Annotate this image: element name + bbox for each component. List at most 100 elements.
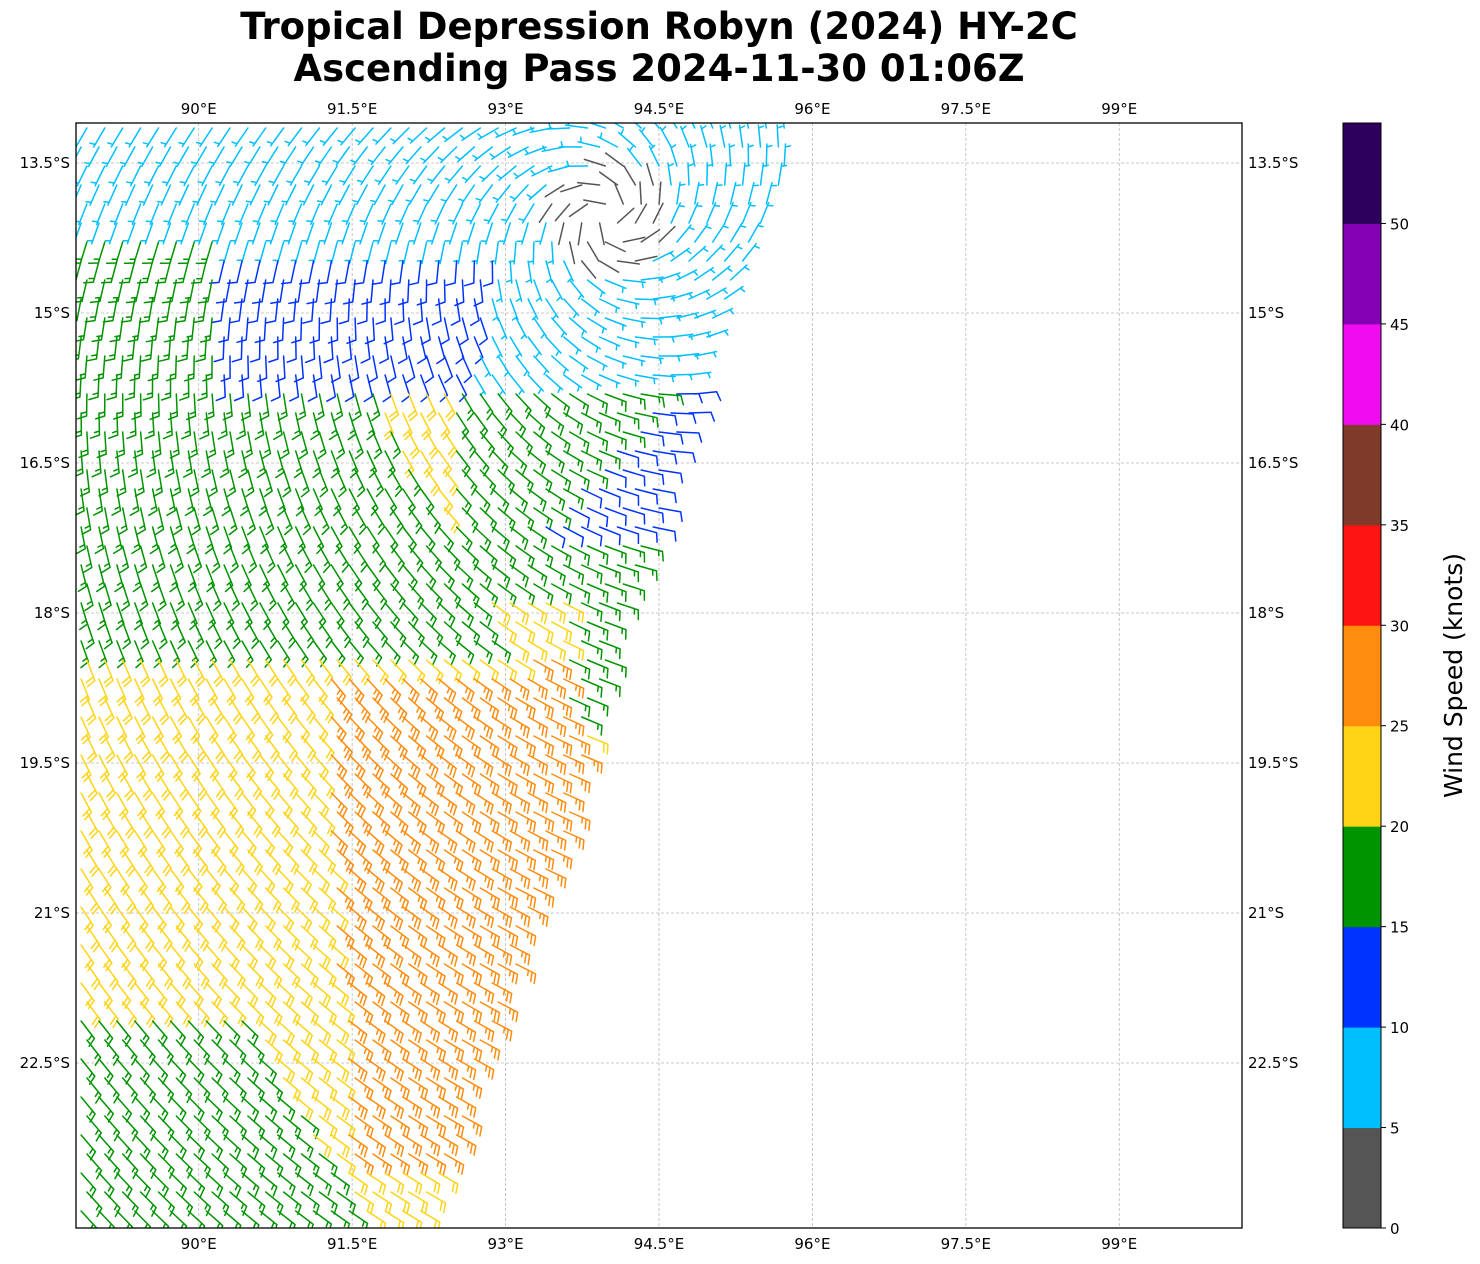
wind-barb <box>479 507 498 533</box>
wind-barb <box>375 298 386 325</box>
wind-barb <box>223 1020 241 1046</box>
wind-barb <box>782 123 785 129</box>
wind-barb <box>355 222 368 245</box>
colorbar-tick-label: 0 <box>1390 1220 1400 1238</box>
wind-barb <box>318 963 337 988</box>
wind-barb <box>420 146 440 164</box>
wind-barb <box>551 849 573 870</box>
wind-barb <box>366 1134 387 1158</box>
wind-barb <box>461 735 482 759</box>
lon-tick-label-bottom: 93°E <box>488 1235 524 1253</box>
wind-barb <box>264 1001 283 1027</box>
wind-barb <box>312 868 331 894</box>
wind-barb <box>366 1058 386 1082</box>
wind-barb <box>568 545 591 566</box>
wind-barb <box>437 1058 459 1081</box>
wind-barb <box>270 279 285 305</box>
wind-barb <box>497 507 516 532</box>
wind-barb <box>648 144 660 167</box>
lon-tick-label-bottom: 96°E <box>794 1235 830 1253</box>
wind-barb <box>229 621 241 650</box>
wind-barb <box>318 925 337 951</box>
wind-barb <box>469 298 480 327</box>
wind-barb <box>461 963 483 986</box>
wind-barb <box>264 811 281 838</box>
wind-barb <box>461 811 482 835</box>
wind-barb <box>121 184 136 206</box>
wind-barb <box>443 735 463 760</box>
wind-barb <box>121 1077 138 1104</box>
wind-barb <box>241 754 256 782</box>
wind-barb <box>444 165 464 184</box>
wind-barb <box>336 583 351 611</box>
wind-barb <box>187 792 202 820</box>
colorbar-label: Wind Speed (knots) <box>1439 553 1468 798</box>
colorbar-bin <box>1343 223 1381 325</box>
wind-barb <box>342 279 356 305</box>
wind-barb <box>711 307 735 319</box>
wind-barb <box>312 792 330 819</box>
wind-barb <box>259 982 277 1008</box>
wind-barb <box>412 203 428 225</box>
wind-barb <box>101 146 118 168</box>
wind-barb <box>245 469 255 498</box>
wind-barb <box>525 260 533 284</box>
wind-barb <box>312 906 331 932</box>
wind-barb <box>352 393 362 422</box>
wind-barb <box>319 127 338 146</box>
wind-barb <box>390 1077 410 1101</box>
wind-barb <box>250 165 267 187</box>
wind-barb <box>277 944 295 970</box>
wind-barb <box>263 469 273 498</box>
wind-barb <box>515 735 536 758</box>
wind-barb <box>437 640 456 666</box>
wind-barb <box>706 202 721 224</box>
wind-barb <box>174 545 184 574</box>
wind-barb <box>676 431 703 443</box>
wind-barb <box>450 298 461 326</box>
wind-barb <box>509 374 525 395</box>
wind-barb <box>473 678 494 702</box>
wind-barb <box>139 1001 156 1028</box>
wind-barb <box>353 260 368 285</box>
wind-barb <box>437 602 456 628</box>
wind-barb <box>462 222 476 245</box>
lat-tick-label-left: 18°S <box>34 604 70 622</box>
wind-barb <box>104 1115 121 1142</box>
wind-barb <box>551 279 564 302</box>
wind-barb <box>461 1001 483 1024</box>
wind-barb <box>193 1153 211 1179</box>
wind-barb <box>294 526 306 555</box>
wind-barb <box>124 127 142 148</box>
wind-barb <box>323 336 334 364</box>
wind-barb <box>408 1039 428 1063</box>
wind-barb <box>390 811 409 836</box>
wind-barb <box>533 583 554 606</box>
wind-barb <box>622 469 646 487</box>
wind-barb <box>312 1172 332 1196</box>
wind-barb <box>509 488 528 513</box>
wind-barb <box>420 640 438 666</box>
wind-barb <box>268 165 285 186</box>
wind-barb <box>509 944 531 966</box>
wind-barb <box>402 754 421 779</box>
wind-barb <box>356 165 374 186</box>
wind-barb <box>545 602 566 624</box>
wind-barb <box>80 944 95 972</box>
wind-barb <box>670 450 696 463</box>
wind-barb <box>408 583 425 610</box>
wind-barb <box>93 488 104 516</box>
wind-barb <box>270 374 281 402</box>
wind-barb <box>729 222 747 243</box>
wind-barb <box>688 411 716 422</box>
wind-barb <box>533 735 555 757</box>
wind-barb <box>98 716 110 745</box>
wind-barb <box>604 241 626 253</box>
wind-barb <box>294 830 312 857</box>
wind-barb <box>407 393 418 422</box>
wind-barb <box>533 621 554 644</box>
wind-barb <box>80 640 90 669</box>
wind-barb <box>229 583 240 612</box>
wind-barb <box>294 944 313 970</box>
wind-barb <box>288 279 303 305</box>
